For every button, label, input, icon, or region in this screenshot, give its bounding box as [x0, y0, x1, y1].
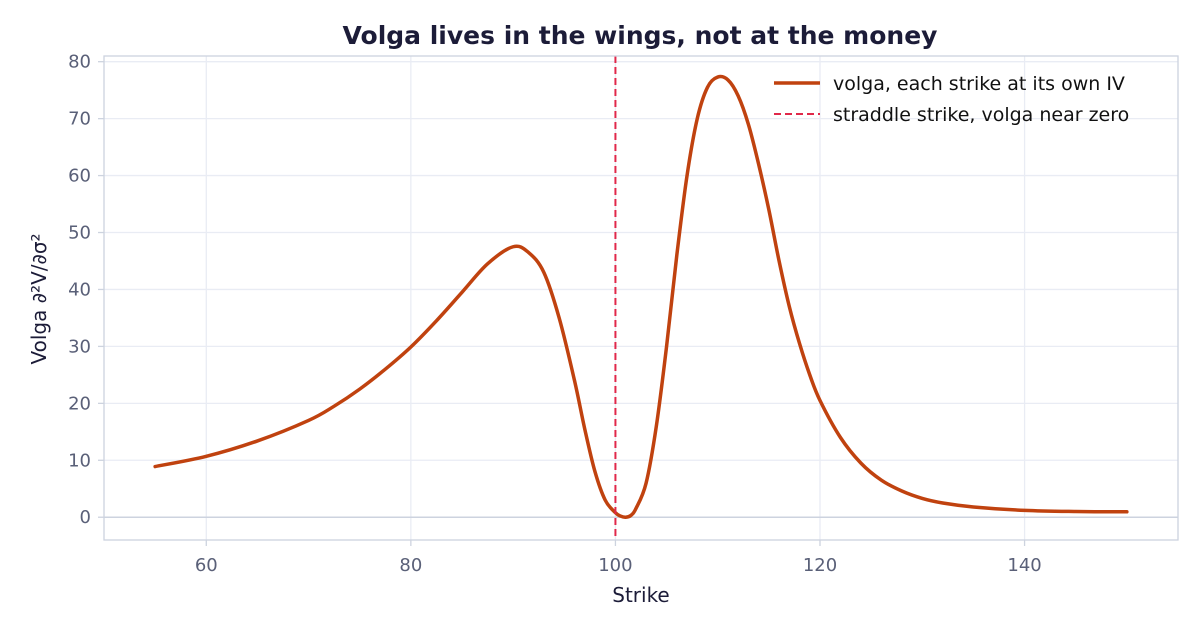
- y-axis-label: Volga ∂²V/∂σ²: [27, 233, 51, 364]
- y-tick-labels: 0 10 20 30 40 50 60 70 80: [68, 52, 104, 528]
- y-tick-label: 80: [68, 52, 91, 73]
- plot-frame: [103, 55, 1179, 541]
- x-tick-label: 120: [803, 555, 837, 576]
- x-axis-label: Strike: [612, 583, 670, 607]
- y-tick-label: 10: [68, 450, 91, 471]
- x-tick-label: 80: [399, 555, 422, 576]
- chart-title: Volga lives in the wings, not at the mon…: [343, 21, 938, 50]
- y-tick-label: 70: [68, 109, 91, 130]
- x-tick-label: 60: [195, 555, 218, 576]
- volga-curve: [153, 74, 1129, 519]
- legend-label-volga: volga, each strike at its own IV: [833, 73, 1125, 95]
- legend-label-straddle: straddle strike, volga near zero: [833, 104, 1129, 126]
- y-tick-label: 60: [68, 166, 91, 187]
- legend: volga, each strike at its own IV straddl…: [774, 73, 1129, 126]
- x-tick-label: 100: [598, 555, 632, 576]
- x-tick-label: 140: [1007, 555, 1041, 576]
- series-layer: [153, 56, 1129, 540]
- y-tick-label: 20: [68, 393, 91, 414]
- y-tick-label: 0: [80, 507, 91, 528]
- y-tick-label: 40: [68, 279, 91, 300]
- x-tick-labels: 60 80 100 120 140: [195, 540, 1042, 576]
- grid-lines: [104, 56, 1178, 540]
- y-tick-label: 50: [68, 223, 91, 244]
- y-tick-label: 30: [68, 336, 91, 357]
